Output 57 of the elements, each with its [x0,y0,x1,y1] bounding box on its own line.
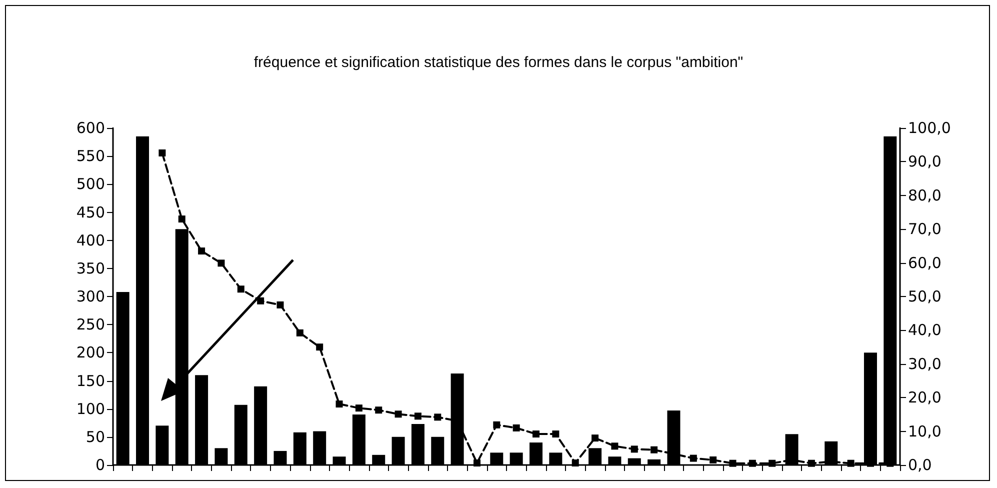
y2-tick-label: 10,0 [908,422,942,440]
y-tick-label: 0 [95,456,105,474]
point [375,406,382,414]
point [808,460,815,467]
point [650,446,658,454]
y2-tick-label: 60,0 [908,254,942,272]
y-tick-label: 350 [76,259,105,278]
point [296,329,304,336]
y2-tick-label: 100,0 [908,119,951,137]
y-tick-label: 550 [76,147,105,166]
y2-tick-label: 30,0 [908,354,942,373]
y-tick-label: 200 [76,344,105,362]
point [611,442,618,450]
y2-tick-label: 40,0 [908,321,942,340]
y-tick-label: 100 [76,400,105,418]
point [355,404,362,412]
point [218,260,225,267]
point [592,434,599,442]
y2-tick-label: 90,0 [908,152,942,171]
point [847,460,854,467]
point [768,460,776,467]
y2-tick-label: 80,0 [908,186,942,204]
point [710,456,717,464]
point [493,421,500,428]
y-tick-label: 150 [76,372,105,390]
point [178,215,186,222]
point [394,410,402,418]
point [512,424,520,432]
point [237,286,244,293]
point [198,248,206,255]
y2-tick-label: 70,0 [908,220,942,238]
point [473,459,480,466]
point [336,400,343,408]
point [414,412,422,420]
point [158,149,166,156]
point [630,446,638,453]
point [316,344,324,351]
point [434,414,442,421]
y-tick-label: 500 [76,175,105,194]
y-tick-label: 50 [86,428,105,446]
point [748,460,756,467]
y-tick-label: 600 [76,119,105,137]
y-tick-label: 450 [76,203,105,222]
y2-tick-label: 0,0 [908,456,932,474]
point [729,460,736,467]
y2-tick-label: 20,0 [908,388,942,407]
point [532,430,540,438]
point [572,459,579,466]
point [257,297,264,304]
y-tick-label: 300 [76,288,105,306]
point [552,430,560,438]
y2-tick-label: 50,0 [908,288,942,306]
y-tick-label: 400 [76,231,105,250]
point [690,454,697,462]
y-tick-label: 250 [76,316,105,334]
point [276,301,284,308]
chart-title: fréquence et signification statistique des formes dans le corpus "ambition" [254,54,744,71]
